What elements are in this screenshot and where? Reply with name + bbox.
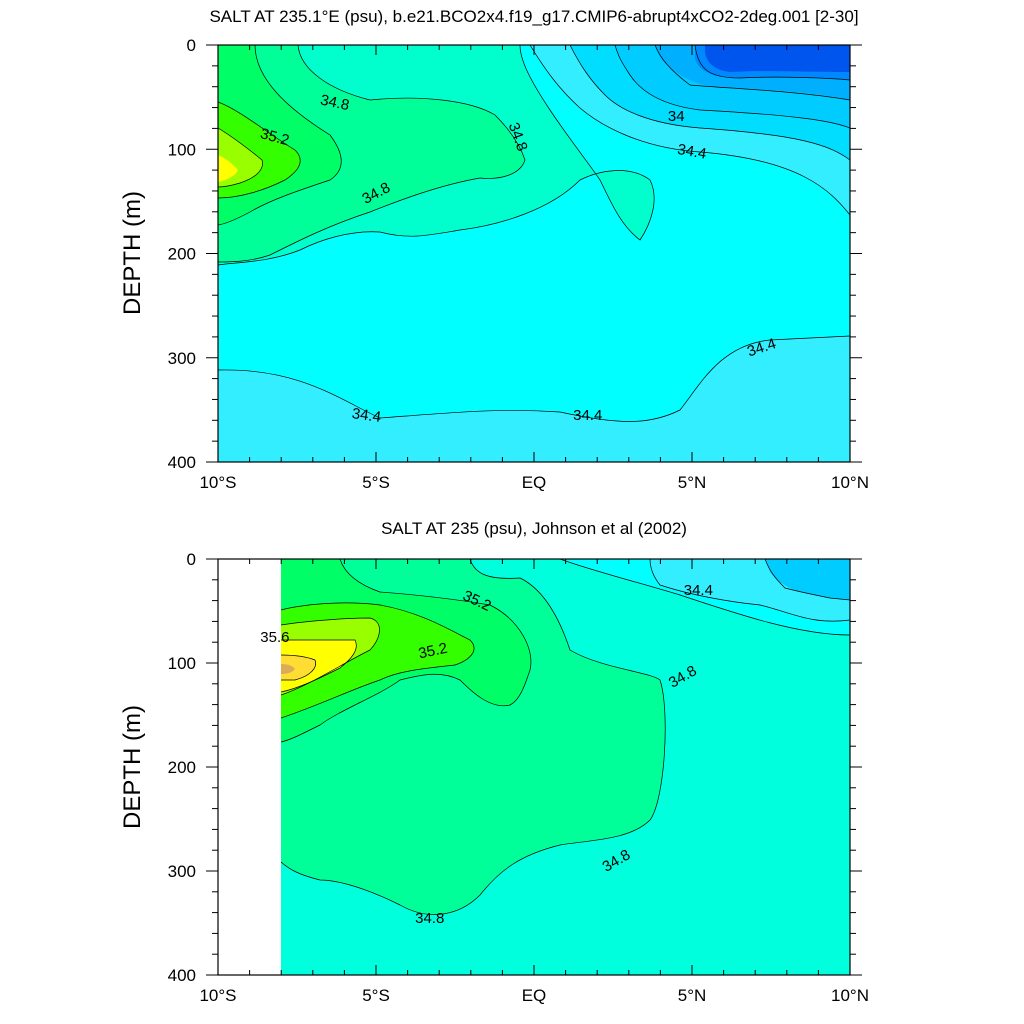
y-tick-label: 100 <box>168 140 196 159</box>
panel-model-title: SALT AT 235.1°E (psu), b.e21.BCO2x4.f19_… <box>209 7 858 26</box>
contour-line <box>529 45 850 216</box>
contour-label-text: 34.4 <box>351 405 382 426</box>
y-tick-label: 200 <box>168 758 196 777</box>
panel-obs-fills <box>281 559 850 975</box>
contour-line <box>218 101 301 199</box>
contour-line <box>218 127 263 188</box>
contour-line <box>218 335 850 422</box>
x-tick-label: 5°N <box>678 473 707 492</box>
panel-model-axes: 10°S 5°S EQ 5°N 10°N 0 100 200 300 400 <box>168 36 869 492</box>
fill-34.0-34.4-deep <box>218 336 850 462</box>
y-tick-label: 300 <box>168 862 196 881</box>
contour-line <box>218 45 526 263</box>
fill-35.6-35.8 <box>281 640 357 692</box>
panel-obs: SALT AT 235 (psu), Johnson et al (2002) <box>119 519 869 1005</box>
contour-line <box>694 45 850 81</box>
contour-label: 35.2 <box>258 125 291 149</box>
panel-obs-ylabel: DEPTH (m) <box>119 705 146 829</box>
contour-line <box>281 559 532 743</box>
panel-model-contours <box>218 45 850 422</box>
contour-label: 34.4 <box>573 407 602 424</box>
panel-obs-contours <box>281 559 850 915</box>
panel-model-fills <box>218 45 850 462</box>
contour-line <box>281 559 666 915</box>
fill-35.0-35.2 <box>218 45 525 262</box>
contour-label: 35.2 <box>417 640 449 663</box>
x-tick-label: 5°S <box>362 473 390 492</box>
contour-line <box>569 45 850 161</box>
y-tick-label: 100 <box>168 654 196 673</box>
y-tick-label: 400 <box>168 966 196 985</box>
y-tick-label: 200 <box>168 245 196 264</box>
contour-line <box>218 45 342 226</box>
contour-label-text: 34.8 <box>319 91 351 114</box>
contour-label-text: 35.2 <box>258 125 291 149</box>
contour-line <box>764 559 850 601</box>
contour-label-text: 34 <box>668 108 685 125</box>
contour-line <box>281 617 380 696</box>
contour-line <box>218 45 655 266</box>
contour-line <box>559 559 850 636</box>
contour-line <box>281 654 316 681</box>
contour-label: 34.4 <box>351 405 382 426</box>
contour-line <box>281 602 475 719</box>
contour-label: 35.6 <box>260 629 289 646</box>
x-tick-label: 5°N <box>678 986 707 1005</box>
fill-32.0-32.4-ne <box>705 45 850 72</box>
contour-label-text: 34.8 <box>415 910 444 927</box>
panel-obs-axes: 10°S 5°S EQ 5°N 10°N 0 100 200 300 400 <box>168 550 869 1005</box>
contour-line <box>281 639 357 693</box>
y-tick-label: 300 <box>168 349 196 368</box>
contour-label-text: 34.4 <box>684 582 713 599</box>
contour-label-text: 34.4 <box>676 141 708 163</box>
fill-35.8-36.0 <box>281 655 316 680</box>
contour-line <box>654 45 850 101</box>
contour-label-text: 35.6 <box>260 629 289 646</box>
x-tick-label: 10°N <box>831 473 869 492</box>
panel-model-ylabel: DEPTH (m) <box>119 191 146 315</box>
contour-label: 34.8 <box>319 91 351 114</box>
y-tick-label: 0 <box>187 36 196 55</box>
contour-label: 34.8 <box>415 910 444 927</box>
x-tick-label: 10°S <box>199 473 236 492</box>
y-tick-label: 0 <box>187 550 196 569</box>
x-tick-label: EQ <box>522 986 547 1005</box>
panel-model: SALT AT 235.1°E (psu), b.e21.BCO2x4.f19_… <box>119 7 869 492</box>
contour-label-text: 35.2 <box>417 640 449 663</box>
contour-label: 34.4 <box>684 582 713 599</box>
y-tick-label: 400 <box>168 453 196 472</box>
x-tick-label: EQ <box>522 473 547 492</box>
contour-label: 34.4 <box>676 141 708 163</box>
contour-line <box>614 45 850 129</box>
x-tick-label: 10°N <box>831 986 869 1005</box>
fill-35.8-36.0 <box>218 155 238 182</box>
panel-obs-title: SALT AT 235 (psu), Johnson et al (2002) <box>381 519 687 538</box>
contour-label: 34 <box>668 108 685 125</box>
contour-line <box>649 559 850 622</box>
x-tick-label: 5°S <box>362 986 390 1005</box>
x-tick-label: 10°S <box>199 986 236 1005</box>
contour-label-text: 34.4 <box>573 407 602 424</box>
fill-33.6-34.0-ne <box>765 559 850 600</box>
fill-36.0-36.2 <box>281 664 295 674</box>
